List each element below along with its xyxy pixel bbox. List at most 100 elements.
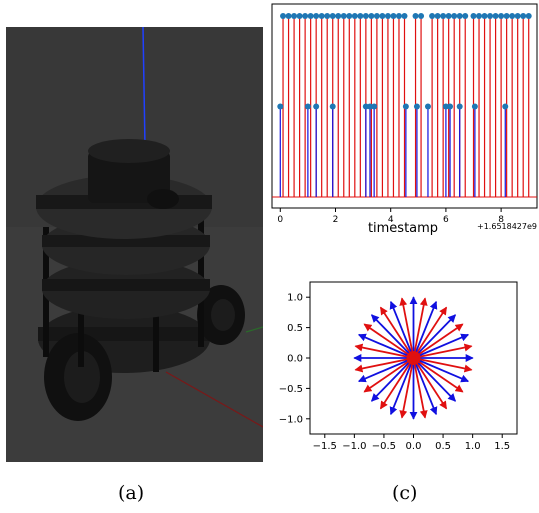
vector-arrow bbox=[412, 357, 457, 402]
stem-marker bbox=[371, 103, 378, 110]
vector-arrow bbox=[413, 357, 470, 383]
stem-marker bbox=[285, 13, 292, 19]
vector-arrow bbox=[370, 314, 415, 359]
vector-arrow bbox=[363, 323, 415, 359]
stem-marker bbox=[351, 13, 358, 19]
vector-arrow bbox=[389, 357, 415, 416]
vector-origin bbox=[406, 351, 421, 365]
stem-marker bbox=[346, 13, 353, 19]
vector-arrow bbox=[357, 333, 414, 359]
stem-marks bbox=[272, 13, 537, 198]
vector-arrow bbox=[412, 314, 457, 359]
stem-marker bbox=[313, 13, 320, 19]
stem-marker bbox=[442, 103, 449, 110]
vector-x-tick-label: 0.0 bbox=[406, 441, 422, 452]
vector-arrow bbox=[354, 343, 414, 359]
vector-arrow bbox=[412, 357, 464, 393]
stem-marker bbox=[418, 13, 425, 19]
stem-tick-label: 2 bbox=[333, 215, 339, 225]
stem-marker bbox=[440, 13, 447, 19]
vector-arrow bbox=[412, 297, 428, 359]
vector-arrow bbox=[399, 357, 415, 419]
x-axis-line bbox=[165, 371, 263, 428]
stem-marker bbox=[429, 13, 436, 19]
stem-tick-label: 6 bbox=[443, 215, 449, 225]
stem-marker bbox=[462, 13, 469, 19]
stem-marker bbox=[470, 13, 477, 19]
vector-arrow bbox=[389, 300, 415, 359]
vector-arrow bbox=[412, 300, 438, 359]
stem-marker bbox=[456, 13, 463, 19]
vector-arrows bbox=[353, 296, 474, 420]
stem-marker bbox=[379, 13, 386, 19]
vector-arrow bbox=[412, 357, 438, 416]
vector-y-tick-label: 0.5 bbox=[287, 323, 303, 334]
stem-marker bbox=[384, 13, 391, 19]
vector-arrow bbox=[379, 306, 415, 359]
stem-marker bbox=[318, 13, 325, 19]
vector-x-tick-label: 0.5 bbox=[435, 441, 451, 452]
vector-arrow bbox=[413, 343, 473, 359]
stem-marker bbox=[304, 103, 311, 110]
stem-chart: 0 2 4 6 8 timestamp +1.6518427e9 bbox=[271, 3, 538, 236]
stem-marker bbox=[498, 13, 505, 19]
vector-arrow bbox=[413, 357, 473, 373]
stem-tick-label: 8 bbox=[498, 215, 504, 225]
vector-arrow bbox=[412, 323, 464, 359]
vector-x-tick-label: −1.5 bbox=[313, 441, 337, 452]
vector-y-ticks: 1.0 0.5 0.0 −0.5 −1.0 bbox=[279, 293, 310, 425]
stem-marker bbox=[424, 103, 431, 110]
stem-marker bbox=[291, 13, 298, 19]
stem-marker bbox=[487, 13, 494, 19]
stem-marker bbox=[509, 13, 516, 19]
stem-marker bbox=[340, 13, 347, 19]
stem-x-ticks: 0 2 4 6 8 bbox=[277, 208, 504, 225]
stem-marker bbox=[451, 13, 458, 19]
vector-arrow bbox=[357, 357, 414, 383]
vector-y-tick-label: 0.0 bbox=[287, 354, 303, 365]
stem-marker bbox=[390, 13, 397, 19]
vector-y-tick-label: 1.0 bbox=[287, 293, 303, 304]
vector-x-tick-label: 1.0 bbox=[465, 441, 481, 452]
vector-arrow bbox=[412, 306, 448, 359]
stem-marker bbox=[335, 13, 342, 19]
stem-marker bbox=[313, 103, 320, 110]
stem-marker bbox=[471, 103, 478, 110]
vector-arrow bbox=[370, 357, 415, 402]
vector-y-tick-label: −1.0 bbox=[279, 414, 303, 425]
stem-marker bbox=[373, 13, 380, 19]
vector-chart: −1.5 −1.0 −0.5 0.0 0.5 1.0 1.5 1.00.50.0−0.5−1… bbox=[279, 281, 518, 452]
vector-arrow bbox=[363, 357, 415, 393]
stem-marker bbox=[362, 13, 369, 19]
stem-tick-label: 0 bbox=[277, 215, 283, 225]
stem-marker bbox=[357, 13, 364, 19]
stem-marker bbox=[503, 13, 510, 19]
stem-marker bbox=[307, 13, 314, 19]
vector-x-tick-label: −1.0 bbox=[342, 441, 366, 452]
stem-marker bbox=[520, 13, 527, 19]
stem-marker bbox=[445, 13, 452, 19]
stem-marker bbox=[277, 103, 284, 110]
y-axis-line bbox=[245, 326, 263, 333]
stem-marker bbox=[362, 103, 369, 110]
vector-arrow bbox=[413, 333, 470, 359]
stem-marker bbox=[302, 13, 309, 19]
stem-marker bbox=[514, 13, 521, 19]
vector-arrow bbox=[379, 357, 415, 410]
vector-x-tick-label: 1.5 bbox=[494, 441, 510, 452]
stem-marker bbox=[447, 103, 454, 110]
vector-arrow bbox=[354, 357, 414, 373]
stem-x-label: timestamp bbox=[368, 221, 438, 236]
stem-marker bbox=[329, 13, 336, 19]
stem-tick-label: 4 bbox=[388, 215, 394, 225]
stem-marker bbox=[368, 13, 375, 19]
vector-arrow bbox=[399, 297, 415, 359]
caption-a: (a) bbox=[118, 482, 145, 504]
vector-x-ticks: −1.5 −1.0 −0.5 0.0 0.5 1.0 1.5 bbox=[313, 434, 510, 452]
stem-marker bbox=[412, 13, 419, 19]
vector-arrow bbox=[412, 357, 448, 410]
stem-marker bbox=[525, 13, 532, 19]
stem-marker bbox=[324, 13, 331, 19]
stem-marker bbox=[434, 13, 441, 19]
robot-simulation-image bbox=[6, 27, 263, 462]
